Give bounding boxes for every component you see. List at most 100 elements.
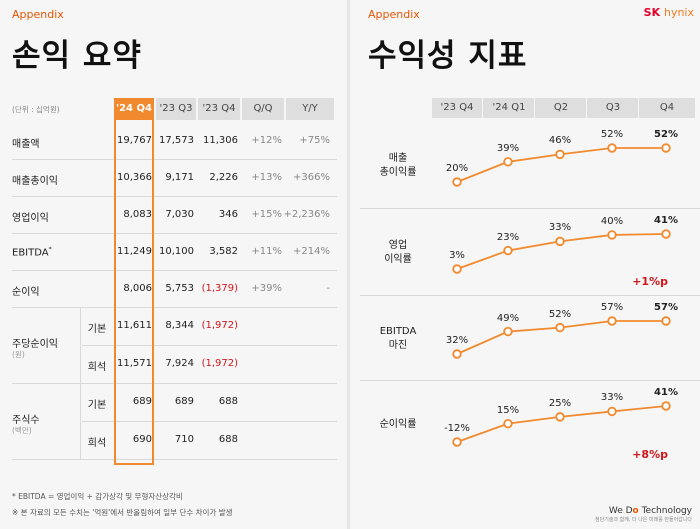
data-label: 46% <box>548 135 572 147</box>
metric-divider <box>360 208 700 209</box>
table-cell: +15% <box>251 208 282 220</box>
table-cell: (1,972) <box>201 320 238 331</box>
data-label: 32% <box>445 335 469 346</box>
table-cell: 5,753 <box>165 282 194 294</box>
row-divider <box>12 233 337 234</box>
data-label: 41% <box>654 387 678 398</box>
table-cell: 346 <box>218 208 238 220</box>
data-point <box>503 418 513 429</box>
metric-label: 이익률 <box>384 253 412 265</box>
table-cell: 710 <box>174 434 194 445</box>
data-point <box>661 143 671 153</box>
table-cell: +214% <box>293 245 330 257</box>
row-kind-label: 희석 <box>87 438 107 449</box>
row-divider <box>82 421 337 422</box>
group-divider <box>80 307 81 383</box>
data-point <box>452 264 462 274</box>
row-label: 순이익 <box>12 286 40 298</box>
table-cell: 17,573 <box>159 134 194 146</box>
table-cell: 8,083 <box>123 208 152 220</box>
table-cell: 19,767 <box>117 134 152 146</box>
appendix-label: Appendix <box>368 8 420 21</box>
col-header-q3: Q3 <box>586 98 639 118</box>
row-label: 영업이익 <box>12 212 49 224</box>
data-label: 33% <box>600 392 624 404</box>
table-cell: 7,924 <box>165 358 194 369</box>
table-cell: 7,030 <box>165 208 194 220</box>
data-label: 52% <box>654 129 678 140</box>
data-point <box>661 316 671 326</box>
data-point <box>452 437 462 447</box>
row-kind-label: 기본 <box>87 324 107 335</box>
panel-divider <box>347 0 350 529</box>
metric-label: 마진 <box>388 339 408 351</box>
table-cell: 2,226 <box>209 171 238 183</box>
table-cell: (1,972) <box>201 358 238 369</box>
col-header-24q1: '24 Q1 <box>482 98 535 118</box>
metric-divider <box>360 380 700 381</box>
footnote-rounding: ※ 본 자료의 모든 수치는 '억원'에서 반올림하여 일부 단수 차이가 발생 <box>12 508 233 517</box>
sk-hynix-logo: SK hynix <box>643 6 694 19</box>
row-label: 주식수 <box>12 415 40 426</box>
row-label: EBITDA* <box>12 245 52 258</box>
table-cell: 11,249 <box>117 245 152 257</box>
row-unit: (원) <box>12 350 25 359</box>
data-label: 23% <box>496 231 520 243</box>
data-point <box>555 322 565 333</box>
row-divider <box>12 307 337 308</box>
col-header-23q3: '23 Q3 <box>156 98 196 120</box>
col-header-q2: Q2 <box>534 98 587 118</box>
metric-label: 영업 <box>388 239 408 251</box>
row-divider <box>12 270 337 271</box>
data-point <box>503 245 513 256</box>
data-point <box>607 406 617 417</box>
row-label: 주당순이익 <box>12 339 58 350</box>
table-cell: 11,306 <box>203 134 238 146</box>
margin-lines-chart <box>452 143 671 447</box>
row-kind-label: 기본 <box>87 400 107 411</box>
group-divider <box>80 383 81 459</box>
page-title: 손익 요약 <box>12 38 142 74</box>
row-divider <box>12 383 337 384</box>
table-cell: 11,571 <box>117 358 152 369</box>
data-point <box>555 149 565 160</box>
table-cell: 690 <box>132 434 152 445</box>
table-cell: 689 <box>174 396 194 407</box>
data-point <box>503 157 513 167</box>
table-cell: +2,236% <box>283 208 330 220</box>
metric-label: 매출 <box>388 153 408 164</box>
metric-label: 순이익률 <box>379 419 417 430</box>
col-header-24q4: '24 Q4 <box>114 98 154 120</box>
data-point <box>661 401 671 411</box>
data-label: 33% <box>548 222 572 234</box>
table-cell: +13% <box>251 171 282 183</box>
data-point <box>555 412 565 422</box>
table-cell: 8,344 <box>165 320 194 331</box>
row-label: 매출액 <box>12 138 40 150</box>
data-point <box>607 316 617 326</box>
row-kind-label: 희석 <box>87 362 107 373</box>
data-point <box>607 143 617 153</box>
table-cell: 10,100 <box>159 245 194 257</box>
data-label: 49% <box>496 312 520 324</box>
table-cell: 689 <box>132 396 152 407</box>
row-label: 매출총이익 <box>12 175 58 187</box>
data-label: -12% <box>444 423 470 434</box>
footnote-ebitda: * EBITDA = 영업이익 + 감가상각 및 무형자산상각비 <box>12 492 183 501</box>
table-cell: +12% <box>251 134 282 146</box>
table-cell: 9,171 <box>165 171 194 183</box>
table-cell: 11,611 <box>117 320 152 331</box>
table-cell: +366% <box>293 171 330 183</box>
col-header-23q4: '23 Q4 <box>432 98 482 118</box>
data-label: 25% <box>548 397 572 409</box>
col-header-yy: Y/Y <box>286 98 334 120</box>
col-header-qq: Q/Q <box>242 98 284 120</box>
delta-badge: +1%p <box>632 275 668 288</box>
table-cell: 688 <box>218 396 238 407</box>
metric-label: EBITDA <box>379 325 417 337</box>
page-title: 수익성 지표 <box>368 38 528 74</box>
col-header-23q4: '23 Q4 <box>198 98 240 120</box>
data-label: 40% <box>600 215 624 227</box>
row-divider <box>12 459 337 460</box>
delta-badge: +8%p <box>632 448 668 461</box>
